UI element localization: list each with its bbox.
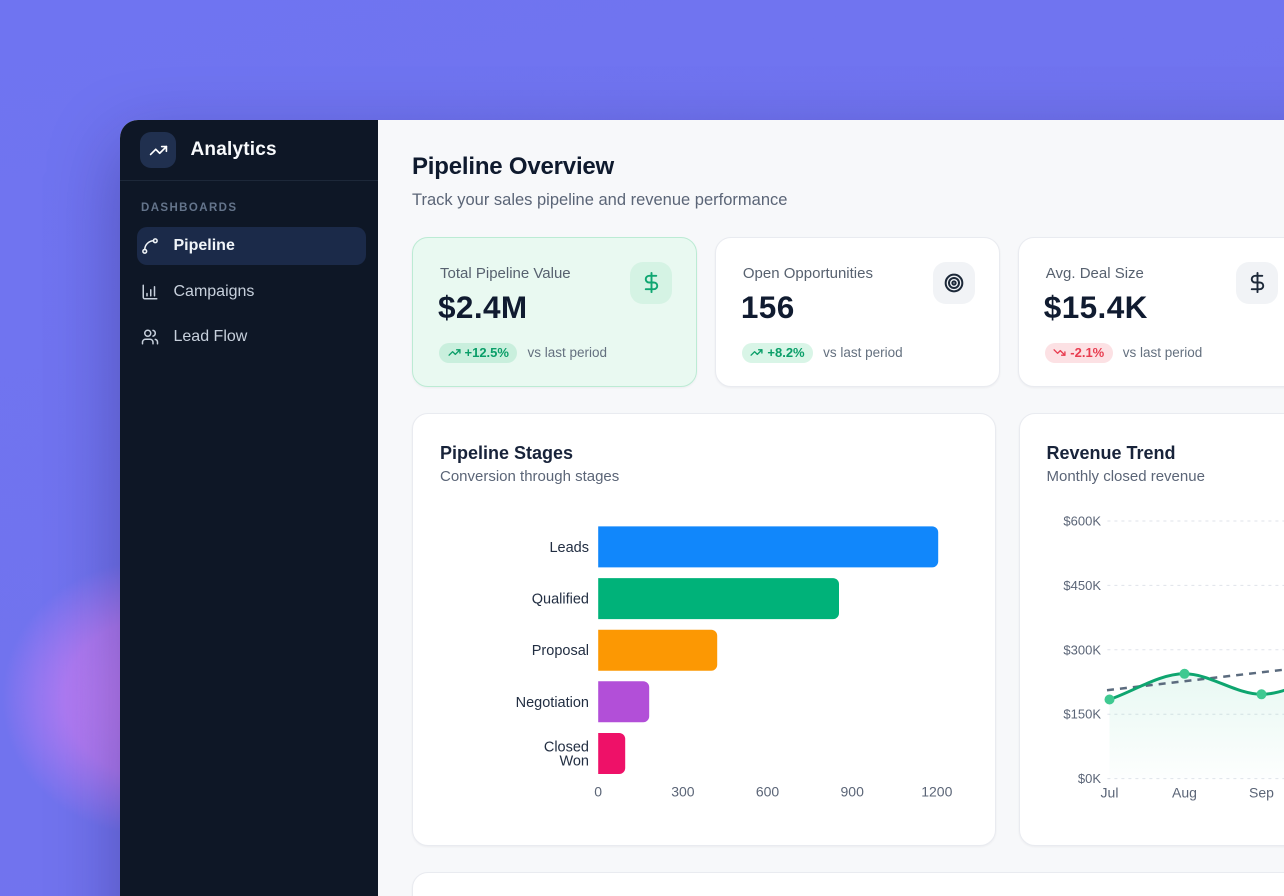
svg-text:Won: Won xyxy=(559,753,589,769)
svg-text:Jul: Jul xyxy=(1100,785,1118,801)
svg-text:Qualified: Qualified xyxy=(532,592,589,608)
svg-text:0: 0 xyxy=(594,784,602,800)
svg-text:1200: 1200 xyxy=(921,784,952,800)
svg-text:$450K: $450K xyxy=(1063,578,1101,593)
svg-text:Proposal: Proposal xyxy=(532,643,589,659)
svg-text:$600K: $600K xyxy=(1063,514,1101,529)
svg-text:Negotiation: Negotiation xyxy=(516,695,589,711)
svg-text:$150K: $150K xyxy=(1063,707,1101,722)
svg-text:$300K: $300K xyxy=(1063,642,1101,657)
svg-text:Leads: Leads xyxy=(549,540,589,556)
svg-text:Aug: Aug xyxy=(1172,785,1197,801)
svg-text:600: 600 xyxy=(756,784,780,800)
svg-text:Closed: Closed xyxy=(544,739,589,755)
svg-text:Sep: Sep xyxy=(1249,785,1274,801)
svg-text:$0K: $0K xyxy=(1077,771,1100,786)
svg-text:900: 900 xyxy=(841,784,865,800)
svg-text:300: 300 xyxy=(671,784,695,800)
